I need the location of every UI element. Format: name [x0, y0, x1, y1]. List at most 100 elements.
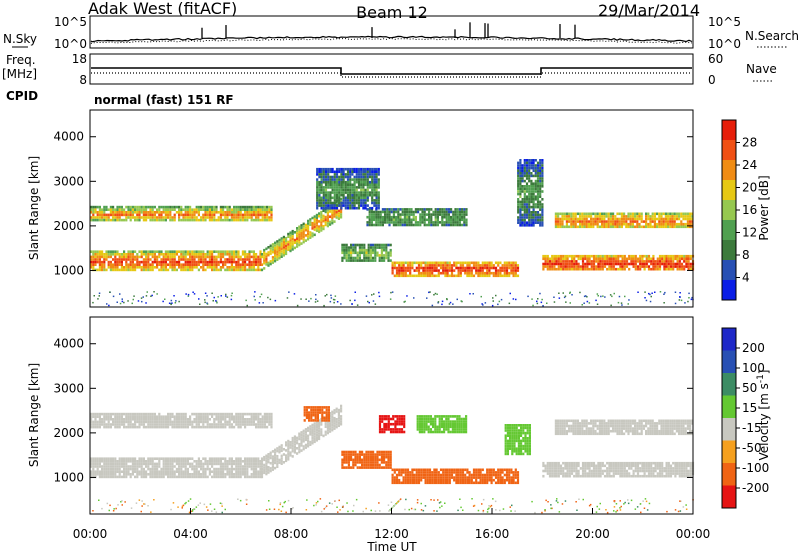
velocity-cell-band-2	[195, 420, 198, 424]
power-cell-band-9	[318, 173, 321, 176]
power-cell-band-9	[351, 201, 354, 205]
power-cell-band-8	[517, 174, 520, 178]
velocity-cell-band-0	[142, 473, 145, 476]
velocity-cell-band-0	[222, 457, 225, 460]
power-cell-band-2	[103, 218, 106, 222]
power-cell-band-9	[360, 180, 363, 184]
velocity-cell-band-1	[322, 434, 325, 438]
power-cell-band-8	[530, 164, 533, 167]
power-cell-band-0	[235, 260, 238, 264]
power-cell-band-4	[406, 215, 409, 219]
power-cell-band-6	[623, 260, 626, 263]
power-cell-band-7	[583, 220, 586, 223]
power-cell-band-1	[280, 255, 283, 258]
velocity-cell-band-0	[90, 465, 93, 468]
power-cell-band-5	[437, 274, 440, 278]
power-cell-band-7	[579, 217, 582, 221]
power-cell-band-0	[129, 255, 132, 259]
velocity-cell-band-2	[213, 423, 216, 426]
power-cell-band-2	[244, 218, 247, 222]
power-cell-band-1	[337, 209, 340, 213]
power-cell-band-8	[525, 164, 529, 167]
power-speckle	[484, 302, 487, 304]
power-cell-band-9	[331, 180, 334, 184]
power-cell-band-9	[375, 199, 378, 202]
velocity-cell-band-1	[324, 433, 327, 436]
power-cell-band-7	[596, 212, 599, 216]
power-cell-band-9	[316, 173, 319, 176]
power-cell-band-6	[632, 254, 635, 258]
velocity-cell-band-1	[282, 461, 285, 464]
power-cell-band-8	[521, 177, 524, 180]
velocity-cell-band-0	[105, 462, 108, 466]
power-cell-band-0	[252, 250, 255, 253]
power-cell-band-4	[399, 221, 402, 224]
power-cell-band-2	[268, 205, 271, 209]
power-cell-band-8	[539, 224, 542, 227]
power-cell-band-1	[296, 234, 299, 238]
power-cell-band-9	[371, 199, 374, 202]
velocity-cell-band-0	[103, 467, 106, 471]
velocity-cell-band-1	[287, 447, 290, 451]
power-cell-band-1	[298, 235, 301, 239]
velocity-cell-band-2	[193, 425, 196, 429]
power-cell-band-0	[184, 260, 187, 264]
power-cell-band-0	[109, 260, 112, 264]
power-cell-band-6	[683, 265, 686, 268]
power-cell-band-6	[581, 257, 585, 261]
velocity-cell-band-1	[326, 421, 329, 424]
velocity-cell-band-0	[98, 457, 101, 460]
velocity-cell-band-2	[255, 418, 258, 421]
power-cell-band-9	[322, 199, 325, 202]
power-cell-band-8	[517, 190, 520, 193]
power-cell-band-9	[353, 180, 356, 184]
power-cell-band-8	[539, 172, 542, 175]
power-cell-band-7	[620, 212, 623, 216]
power-cell-band-1	[276, 242, 279, 246]
power-cell-band-7	[583, 225, 586, 229]
power-cell-band-4	[465, 221, 468, 224]
velocity-cell-band-0	[173, 460, 176, 463]
power-cell-band-0	[107, 253, 110, 256]
power-cell-band-7	[572, 215, 575, 218]
power-cell-band-6	[674, 254, 677, 258]
power-cell-band-1	[289, 247, 292, 250]
velocity-cell-band-0	[98, 462, 101, 466]
velocity-cell-band-3	[363, 453, 366, 456]
power-cell-band-7	[614, 225, 617, 229]
power-cell-band-3	[383, 246, 386, 249]
power-cell-band-1	[280, 239, 283, 243]
freq-left-tick-top: 18	[72, 52, 87, 66]
power-cell-band-0	[127, 258, 130, 261]
velocity-cell-band-3	[350, 458, 353, 462]
power-cell-band-2	[197, 218, 200, 222]
power-cell-band-5	[494, 269, 498, 272]
power-cell-band-7	[636, 217, 639, 221]
power-cell-band-1	[269, 244, 272, 248]
power-cell-band-6	[606, 260, 609, 263]
power-cell-band-0	[184, 258, 187, 261]
power-cell-band-0	[222, 263, 225, 266]
power-cell-band-2	[270, 213, 273, 217]
velocity-cell-band-2	[263, 415, 266, 418]
power-cell-band-1	[340, 197, 343, 201]
power-cell-band-3	[367, 243, 370, 247]
power-cell-band-6	[652, 265, 655, 268]
power-cell-band-8	[521, 164, 524, 167]
power-cell-band-2	[136, 213, 139, 217]
power-speckle	[664, 291, 666, 294]
power-cell-band-1	[315, 226, 318, 230]
power-cell-band-7	[557, 212, 560, 216]
velocity-cell-band-0	[164, 473, 167, 476]
power-cell-band-9	[364, 196, 367, 200]
power-cell-band-6	[566, 260, 569, 263]
power-cell-band-5	[428, 264, 432, 267]
power-cell-band-7	[658, 225, 661, 229]
power-cell-band-0	[158, 255, 161, 259]
power-cell-band-6	[647, 265, 651, 268]
power-cell-band-5	[428, 261, 432, 265]
power-cell-band-9	[349, 193, 352, 197]
velocity-cell-band-0	[92, 475, 95, 479]
velocity-cell-band-0	[169, 473, 172, 476]
power-cell-band-2	[129, 205, 132, 209]
